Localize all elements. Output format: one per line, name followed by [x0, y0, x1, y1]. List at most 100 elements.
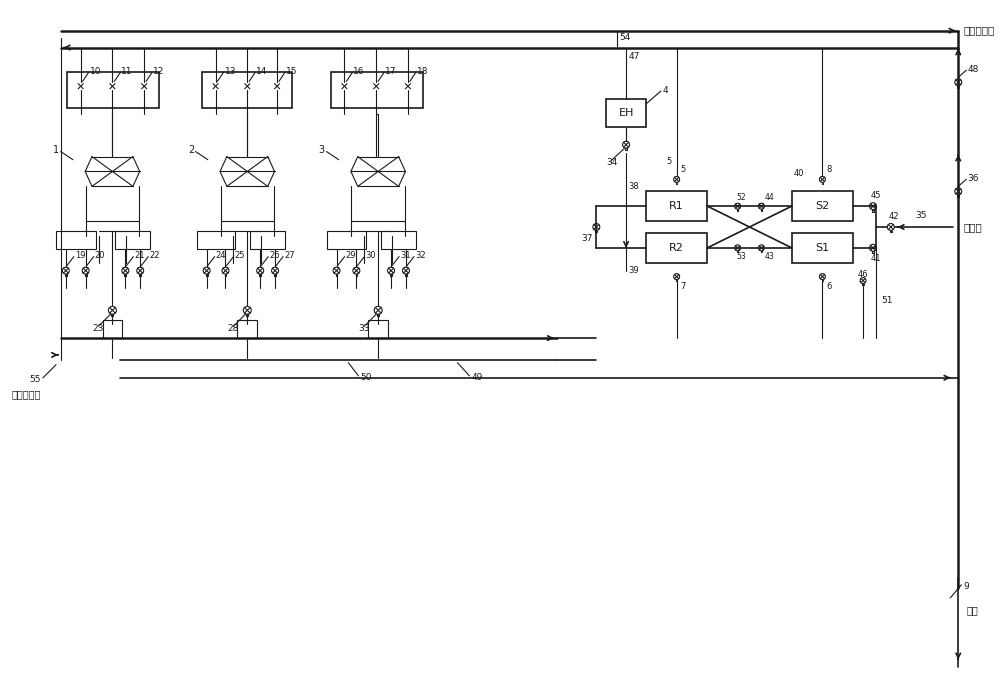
Text: 30: 30 [365, 251, 376, 260]
Text: 44: 44 [764, 193, 774, 201]
Bar [375, 90, 377, 92]
Bar [215, 90, 216, 92]
Bar [206, 275, 208, 276]
Text: 27: 27 [284, 251, 295, 260]
Text: 14: 14 [256, 67, 268, 76]
Bar [761, 209, 762, 210]
Text: 43: 43 [764, 253, 774, 262]
Text: 16: 16 [353, 67, 365, 76]
Bar [331, 72, 423, 108]
Text: 38: 38 [628, 182, 639, 191]
Bar [65, 275, 67, 276]
Text: 39: 39 [628, 266, 639, 275]
Bar [368, 320, 388, 338]
Text: R1: R1 [669, 201, 684, 211]
Text: 48: 48 [967, 65, 979, 74]
Bar [115, 231, 150, 249]
Text: 55: 55 [29, 375, 41, 384]
Text: 26: 26 [269, 251, 280, 260]
Text: S2: S2 [815, 201, 830, 211]
Text: 31: 31 [400, 251, 411, 260]
Bar [646, 191, 707, 221]
Text: S1: S1 [815, 243, 829, 253]
Text: 22: 22 [149, 251, 160, 260]
Text: 37: 37 [581, 235, 593, 244]
Bar [676, 279, 677, 282]
Text: 32: 32 [415, 251, 425, 260]
Text: 净化后空气: 净化后空气 [963, 26, 994, 36]
Text: 5: 5 [681, 165, 686, 174]
Bar [124, 275, 126, 276]
Text: 17: 17 [385, 67, 397, 76]
Text: 12: 12 [153, 67, 164, 76]
Bar [197, 231, 235, 249]
Bar [85, 275, 87, 276]
Bar [143, 90, 145, 92]
Text: 2: 2 [188, 145, 194, 155]
Text: EH: EH [618, 108, 634, 118]
Bar [625, 148, 627, 150]
Text: 5: 5 [667, 157, 672, 166]
Bar [246, 315, 248, 317]
Text: 13: 13 [224, 67, 236, 76]
Text: 54: 54 [619, 33, 631, 42]
Bar [646, 233, 707, 263]
Text: 9: 9 [963, 582, 969, 591]
Bar [676, 183, 677, 184]
Bar [862, 284, 864, 285]
Bar [405, 275, 407, 276]
Bar [761, 251, 762, 253]
Text: 49: 49 [471, 373, 483, 382]
Bar [595, 230, 597, 233]
Bar [103, 320, 122, 338]
Text: 42: 42 [889, 212, 899, 221]
Bar [890, 230, 892, 233]
Bar [237, 320, 257, 338]
Text: 33: 33 [358, 324, 370, 333]
Bar [111, 315, 113, 317]
Bar [344, 90, 345, 92]
Text: 1: 1 [53, 145, 59, 155]
Text: 45: 45 [871, 190, 881, 200]
Bar [792, 191, 853, 221]
Bar [822, 279, 823, 282]
Text: 47: 47 [628, 52, 639, 61]
Text: 36: 36 [967, 174, 979, 183]
Text: 20: 20 [95, 251, 105, 260]
Text: 7: 7 [681, 282, 686, 291]
Text: 8: 8 [826, 165, 832, 174]
Bar [957, 195, 959, 197]
Bar [56, 231, 96, 249]
Text: 污氮气: 污氮气 [963, 222, 982, 232]
Bar [872, 210, 874, 212]
Bar [336, 275, 337, 276]
Text: 4: 4 [663, 86, 668, 95]
Text: 10: 10 [90, 67, 101, 76]
Bar [259, 275, 261, 276]
Bar [407, 90, 409, 92]
Bar [250, 231, 285, 249]
Text: 41: 41 [871, 254, 881, 263]
Bar [67, 72, 159, 108]
Text: 46: 46 [858, 270, 869, 279]
Bar [112, 90, 113, 92]
Bar [274, 275, 276, 276]
Text: 50: 50 [360, 373, 372, 382]
Bar [327, 231, 366, 249]
Text: 18: 18 [417, 67, 428, 76]
Bar [957, 86, 959, 88]
Bar [80, 90, 82, 92]
Bar [390, 275, 392, 276]
Bar [606, 99, 646, 127]
Bar [377, 315, 379, 317]
Text: 待净化空气: 待净化空气 [11, 390, 41, 400]
Text: 19: 19 [75, 251, 85, 260]
Bar [246, 90, 248, 92]
Bar [822, 183, 823, 184]
Bar [356, 275, 357, 276]
Text: 53: 53 [737, 253, 746, 262]
Bar [381, 231, 416, 249]
Text: 34: 34 [606, 158, 618, 167]
Text: 28: 28 [227, 324, 239, 333]
Text: 25: 25 [234, 251, 245, 260]
